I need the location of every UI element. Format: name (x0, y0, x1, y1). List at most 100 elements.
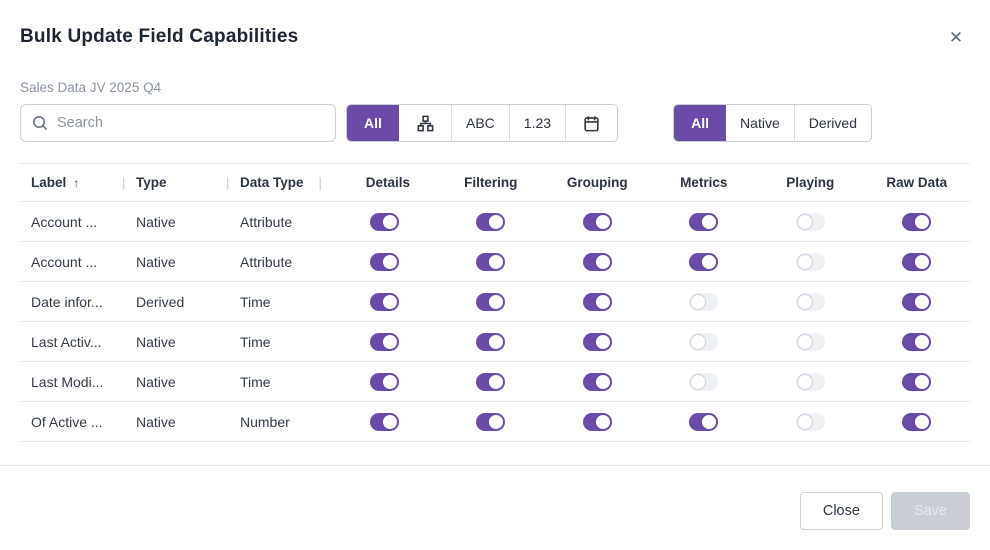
cell-toggle-filtering (438, 412, 545, 431)
toggle-metrics[interactable] (689, 372, 719, 391)
toggle-grouping[interactable] (582, 292, 612, 311)
toggle-details[interactable] (369, 252, 399, 271)
toggle-knob (489, 334, 504, 349)
table-row: Account ... Native Attribute (20, 242, 970, 282)
toggle-raw-data[interactable] (902, 212, 932, 231)
cell-data-type: Time (240, 293, 271, 310)
cell-toggle-raw-data (864, 252, 971, 271)
toggle-knob (489, 254, 504, 269)
cell-label: Of Active ... (31, 413, 103, 430)
toggle-knob (382, 254, 397, 269)
filter-attribute-button[interactable] (399, 105, 451, 141)
toggle-raw-data[interactable] (902, 372, 932, 391)
toggle-playing[interactable] (795, 292, 825, 311)
toggle-metrics[interactable] (689, 412, 719, 431)
cell-type: Native (136, 213, 176, 230)
toggle-knob (382, 414, 397, 429)
filter-all-origin-button[interactable]: All (674, 105, 727, 141)
toggle-filtering[interactable] (476, 372, 506, 391)
filter-all-types-button[interactable]: All (347, 105, 399, 141)
toggle-filtering[interactable] (476, 412, 506, 431)
cell-toggle-filtering (438, 212, 545, 231)
toggle-knob (595, 334, 610, 349)
toggle-metrics[interactable] (689, 292, 719, 311)
cell-toggle-metrics (651, 212, 758, 231)
save-button[interactable]: Save (890, 492, 970, 530)
toggle-details[interactable] (369, 292, 399, 311)
column-header-label[interactable]: Label ↑ (20, 175, 125, 190)
toggle-playing[interactable] (795, 252, 825, 271)
cell-toggle-details (331, 412, 438, 431)
toggle-raw-data[interactable] (902, 332, 932, 351)
toggle-details[interactable] (369, 332, 399, 351)
toggle-playing[interactable] (795, 332, 825, 351)
toggle-knob (915, 254, 930, 269)
toggle-metrics[interactable] (689, 212, 719, 231)
filter-native-button[interactable]: Native (726, 105, 794, 141)
toggle-knob (702, 414, 717, 429)
column-header-type[interactable]: | Type (122, 175, 229, 190)
cell-toggle-filtering (438, 292, 545, 311)
toggle-knob (796, 253, 813, 270)
toggle-knob (489, 214, 504, 229)
origin-filter-group: All Native Derived (673, 104, 872, 142)
toggle-filtering[interactable] (476, 292, 506, 311)
table-row: Of Active ... Native Number (20, 402, 970, 442)
column-header-raw-data: Raw Data (886, 175, 948, 190)
toggle-raw-data[interactable] (902, 292, 932, 311)
close-icon[interactable]: ✕ (946, 28, 966, 48)
toggle-filtering[interactable] (476, 252, 506, 271)
column-header-details: | Details (318, 175, 438, 190)
filter-derived-button[interactable]: Derived (793, 105, 871, 141)
toggle-details[interactable] (369, 212, 399, 231)
filter-date-button[interactable] (565, 105, 618, 141)
toggle-grouping[interactable] (582, 372, 612, 391)
toggle-filtering[interactable] (476, 332, 506, 351)
modal-footer: Close Save (0, 465, 990, 550)
cell-toggle-filtering (438, 332, 545, 351)
search-input[interactable] (57, 115, 325, 131)
toggle-grouping[interactable] (582, 412, 612, 431)
toggle-grouping[interactable] (582, 212, 612, 231)
toggle-knob (915, 214, 930, 229)
cell-toggle-raw-data (864, 212, 971, 231)
toggle-knob (595, 254, 610, 269)
close-button[interactable]: Close (799, 492, 883, 530)
column-separator: | (226, 175, 230, 190)
modal-header: Bulk Update Field Capabilities (0, 0, 990, 48)
toggle-raw-data[interactable] (902, 412, 932, 431)
toggle-filtering[interactable] (476, 212, 506, 231)
filter-text-button[interactable]: ABC (451, 105, 509, 141)
cell-label: Account ... (31, 213, 98, 230)
search-box[interactable] (20, 104, 336, 142)
toggle-knob (382, 214, 397, 229)
search-icon (33, 116, 48, 131)
cell-toggle-metrics (651, 252, 758, 271)
column-separator: | (318, 175, 322, 190)
toggle-playing[interactable] (795, 412, 825, 431)
toggle-details[interactable] (369, 372, 399, 391)
cell-data-type: Attribute (240, 253, 293, 270)
cell-toggle-metrics (651, 292, 758, 311)
toggle-knob (595, 294, 610, 309)
dataset-subtitle: Sales Data JV 2025 Q4 (20, 80, 162, 95)
toggle-knob (796, 293, 813, 310)
toggle-knob (796, 413, 813, 430)
cell-toggle-metrics (651, 332, 758, 351)
toggle-metrics[interactable] (689, 252, 719, 271)
toggle-details[interactable] (369, 412, 399, 431)
cell-toggle-grouping (544, 372, 651, 391)
toggle-raw-data[interactable] (902, 252, 932, 271)
column-header-data-type[interactable]: | Data Type (226, 175, 331, 190)
toggle-playing[interactable] (795, 372, 825, 391)
table-header-row: Label ↑ | Type | Data Type | Details Fil… (20, 163, 970, 202)
toggle-metrics[interactable] (689, 332, 719, 351)
table-row: Last Activ... Native Time (20, 322, 970, 362)
toggle-grouping[interactable] (582, 332, 612, 351)
cell-toggle-grouping (544, 292, 651, 311)
calendar-icon (584, 115, 599, 131)
filter-number-button[interactable]: 1.23 (508, 105, 566, 141)
toggle-grouping[interactable] (582, 252, 612, 271)
column-separator: | (122, 175, 126, 190)
toggle-playing[interactable] (795, 212, 825, 231)
